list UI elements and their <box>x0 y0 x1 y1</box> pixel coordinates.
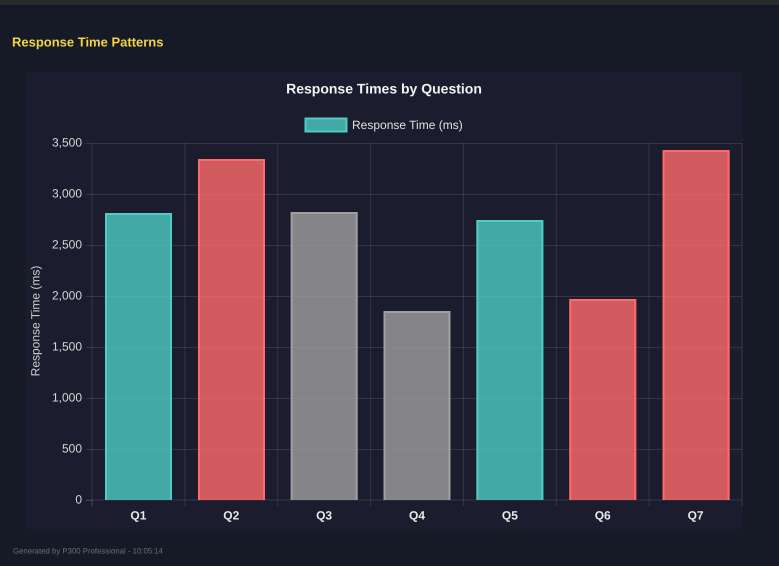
svg-text:Q7: Q7 <box>688 509 704 523</box>
svg-text:1,000: 1,000 <box>52 391 82 405</box>
svg-text:Q5: Q5 <box>502 509 518 523</box>
svg-text:500: 500 <box>62 442 82 456</box>
svg-text:1,500: 1,500 <box>52 340 82 354</box>
svg-text:Q2: Q2 <box>223 509 239 523</box>
svg-text:Q4: Q4 <box>409 509 425 523</box>
svg-text:Q1: Q1 <box>130 509 146 523</box>
svg-text:Response Times by Question: Response Times by Question <box>286 81 482 97</box>
svg-text:Response Time (ms): Response Time (ms) <box>352 118 463 132</box>
svg-text:0: 0 <box>75 493 82 507</box>
svg-text:Q6: Q6 <box>595 509 611 523</box>
svg-text:Generated by P300 Professional: Generated by P300 Professional - 10:05:1… <box>13 547 164 556</box>
svg-text:3,500: 3,500 <box>52 136 82 150</box>
svg-text:Response Time Patterns: Response Time Patterns <box>12 35 163 50</box>
svg-text:2,000: 2,000 <box>52 289 82 303</box>
svg-text:Q3: Q3 <box>316 509 332 523</box>
svg-text:2,500: 2,500 <box>52 238 82 252</box>
svg-text:3,000: 3,000 <box>52 187 82 201</box>
svg-text:Response Time (ms): Response Time (ms) <box>29 266 43 377</box>
